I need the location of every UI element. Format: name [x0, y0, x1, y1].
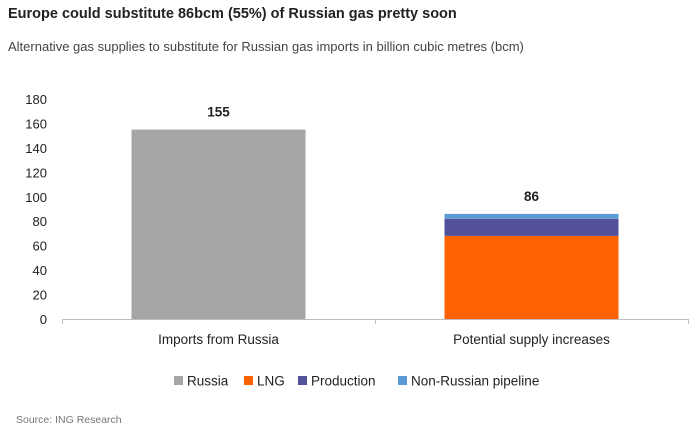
legend-label-1: LNG [257, 374, 285, 389]
y-tick-label-0: 0 [40, 312, 47, 327]
bar-1-2 [444, 218, 619, 236]
legend-label-0: Russia [187, 374, 229, 389]
total-label-1: 86 [524, 189, 540, 204]
legend-swatch-2 [298, 376, 307, 385]
chart-subtitle: Alternative gas supplies to substitute f… [8, 39, 524, 54]
y-tick-label-6: 120 [25, 165, 47, 180]
category-label-1: Potential supply increases [453, 332, 610, 347]
bar-1-1 [444, 235, 619, 319]
legend-swatch-3 [398, 376, 407, 385]
y-tick-label-1: 20 [33, 288, 47, 303]
source-note: Source: ING Research [16, 414, 122, 426]
legend-label-2: Production [311, 374, 376, 389]
y-tick-label-8: 160 [25, 116, 47, 131]
y-tick-label-5: 100 [25, 190, 47, 205]
legend-swatch-1 [244, 376, 253, 385]
chart-title: Europe could substitute 86bcm (55%) of R… [8, 6, 457, 22]
y-tick-label-4: 80 [33, 214, 47, 229]
y-tick-label-3: 60 [33, 239, 47, 254]
bar-0-0 [131, 129, 306, 319]
y-tick-label-2: 40 [33, 263, 47, 278]
y-tick-label-7: 140 [25, 141, 47, 156]
total-label-0: 155 [207, 105, 230, 120]
y-tick-label-9: 180 [25, 92, 47, 107]
legend-label-3: Non-Russian pipeline [411, 374, 539, 389]
category-label-0: Imports from Russia [158, 332, 279, 347]
bar-1-3 [444, 213, 619, 219]
legend-swatch-0 [174, 376, 183, 385]
